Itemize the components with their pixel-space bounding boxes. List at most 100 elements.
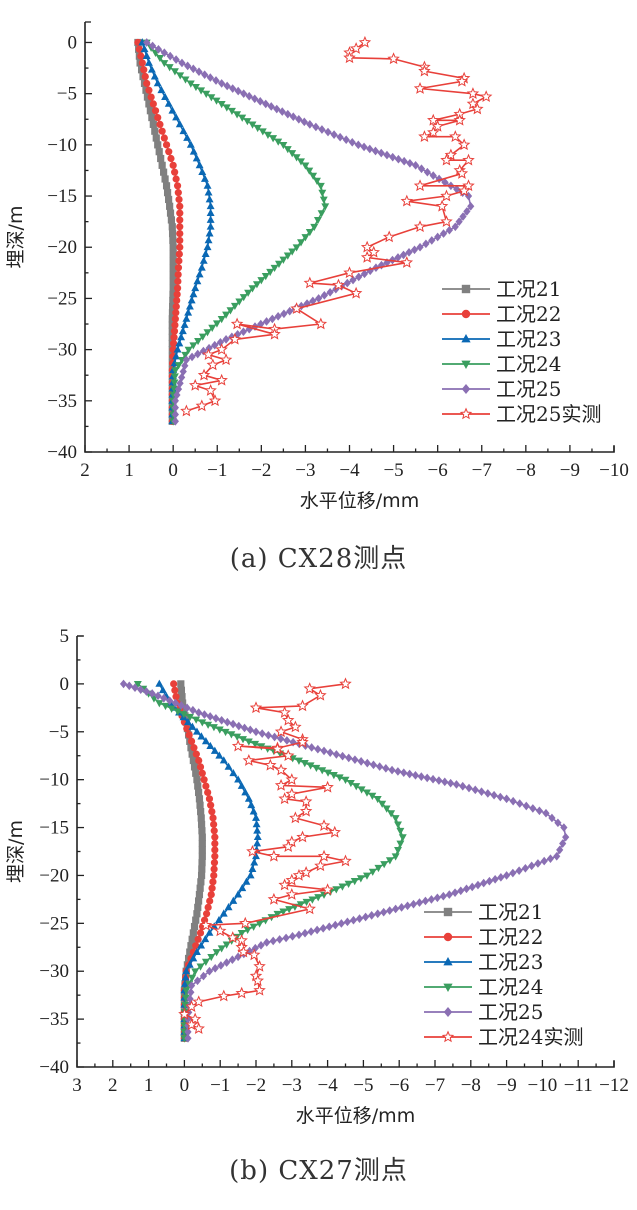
data-point [192, 154, 201, 162]
data-point [457, 184, 471, 197]
data-point [251, 974, 265, 987]
data-point [168, 223, 176, 231]
data-point [167, 216, 176, 224]
data-point [161, 92, 170, 100]
data-point [247, 800, 256, 809]
data-point [204, 384, 217, 396]
x-tick-label: 0 [180, 1075, 190, 1096]
data-point [178, 1007, 191, 1020]
data-point [522, 801, 530, 811]
data-point [406, 769, 414, 779]
data-point [490, 790, 498, 800]
x-tick-label: −12 [599, 1075, 629, 1096]
data-point [171, 168, 179, 176]
data-point [253, 959, 266, 972]
data-point [477, 787, 486, 796]
data-point [249, 923, 258, 931]
data-point [326, 748, 334, 757]
data-point [380, 861, 389, 869]
data-point [338, 883, 347, 891]
data-point [413, 220, 427, 233]
data-point [215, 343, 228, 355]
data-point [191, 283, 200, 292]
data-point [222, 104, 231, 112]
data-point [312, 122, 320, 132]
data-point [378, 800, 387, 808]
data-point [177, 333, 186, 341]
data-point [181, 1001, 190, 1010]
legend-item: 工况24 [424, 975, 543, 999]
data-point [189, 64, 197, 74]
data-point [269, 135, 278, 143]
x-tick-label: −1 [207, 460, 227, 481]
data-point [210, 859, 219, 867]
data-point [212, 97, 221, 105]
data-point [168, 106, 177, 114]
data-point [521, 863, 529, 873]
data-point [313, 217, 322, 225]
data-point [202, 90, 211, 98]
data-point [192, 1022, 205, 1034]
data-point [244, 289, 253, 297]
data-point [170, 339, 178, 348]
data-point [394, 253, 402, 262]
data-point [146, 107, 154, 115]
data-point [306, 762, 315, 770]
data-point [292, 154, 301, 162]
data-point [163, 189, 172, 197]
data-point [394, 847, 402, 855]
data-point [176, 243, 184, 251]
data-point [219, 909, 228, 917]
data-point [360, 250, 374, 263]
data-point [181, 973, 190, 981]
data-point [423, 773, 431, 783]
data-point [352, 783, 361, 791]
data-point [212, 714, 220, 723]
data-point [240, 89, 248, 98]
data-point [382, 230, 396, 243]
data-point [186, 140, 195, 148]
data-point [238, 114, 247, 122]
data-point [308, 743, 316, 752]
data-point [253, 983, 266, 996]
data-point [467, 201, 475, 211]
data-point [176, 216, 184, 224]
data-point [319, 924, 327, 933]
data-point [431, 119, 444, 132]
data-point [218, 715, 226, 725]
data-point [234, 86, 242, 96]
data-point [173, 284, 182, 292]
data-point [466, 87, 480, 99]
data-point [328, 825, 341, 838]
data-point [137, 52, 145, 60]
data-point [468, 882, 476, 892]
data-point [314, 688, 327, 701]
data-point [273, 910, 282, 919]
data-point [480, 878, 488, 888]
legend-item: 工况25 [442, 377, 561, 401]
data-point [290, 302, 303, 314]
data-point [230, 317, 244, 330]
data-point [371, 146, 380, 156]
data-point [515, 866, 523, 875]
x-tick-label: −3 [282, 1075, 302, 1096]
data-point [403, 901, 412, 911]
data-point [169, 250, 177, 258]
data-point [471, 102, 484, 115]
data-point [301, 162, 310, 170]
data-point [196, 884, 204, 892]
data-point [174, 264, 183, 272]
data-point [229, 84, 237, 93]
data-point [338, 751, 347, 761]
legend-item: 工况21 [442, 277, 561, 301]
data-point [178, 326, 187, 335]
data-point [217, 961, 225, 970]
data-point [284, 109, 292, 119]
data-point [349, 915, 358, 925]
data-point [318, 767, 327, 775]
data-point [174, 277, 182, 285]
data-point [197, 814, 205, 822]
data-point [349, 42, 363, 54]
data-point [189, 147, 198, 155]
data-point [184, 308, 193, 316]
